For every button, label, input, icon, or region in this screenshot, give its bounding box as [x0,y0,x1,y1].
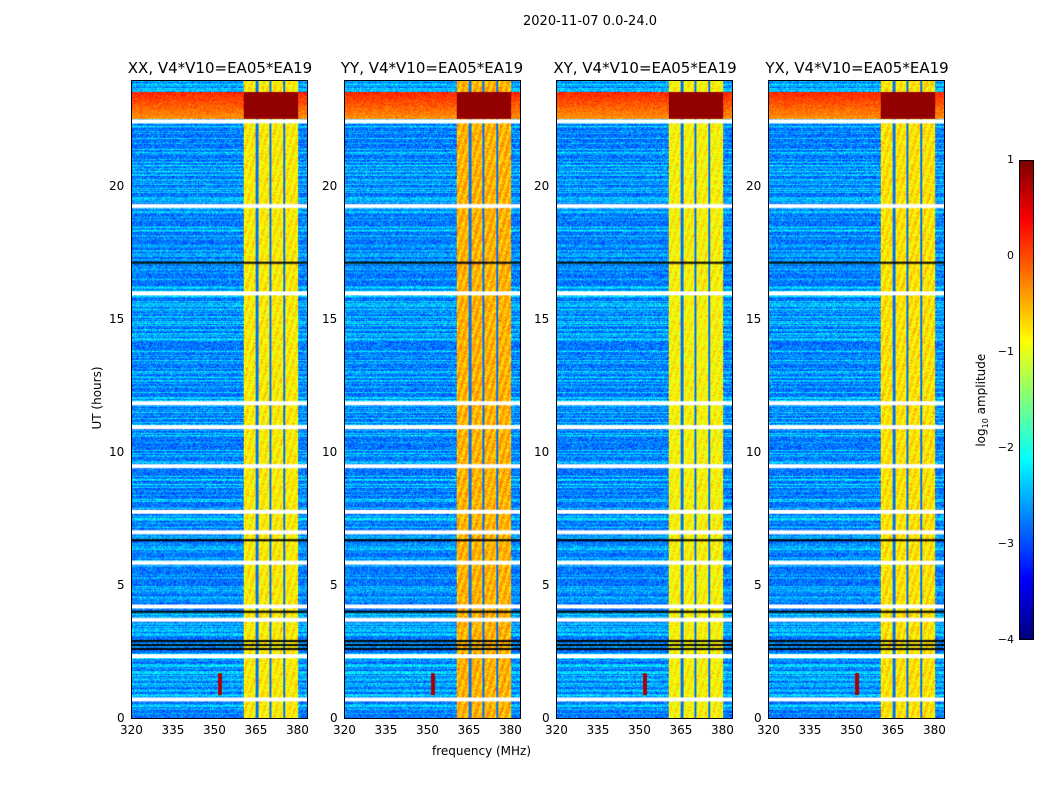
x-tick-label-xx: 320 [120,723,143,737]
x-tick-label-xy: 350 [627,723,651,737]
x-tick-label-xy: 380 [710,723,734,737]
colorbar-tick-label: 0 [1007,249,1014,262]
x-tick-label-yx: 335 [798,723,822,737]
y-tick-label-yy: 0 [330,711,338,725]
x-tick-label-xx: 365 [244,723,268,737]
x-tick-label-xy: 365 [669,723,693,737]
y-tick-label-xx: 5 [117,577,125,592]
y-tick-label-xx: 20 [109,178,125,193]
y-tick-label-yy: 5 [330,577,338,592]
colorbar-tick-label: 1 [1007,153,1014,166]
x-tick-label-yx: 320 [757,723,780,737]
y-tick-label-xy: 10 [534,444,550,459]
panel-title-xy: XY, V4*V10=EA05*EA19 [553,59,737,77]
colorbar-tick-label: −3 [997,537,1014,550]
x-tick-label-yx: 380 [922,723,946,737]
x-tick-label-yy: 335 [374,723,398,737]
x-tick-label-yy: 365 [457,723,481,737]
y-tick-label-yx: 20 [746,178,762,193]
colorbar-label-main: log [973,428,988,447]
y-axis-label: UT (hours) [90,366,104,430]
panel-title-yx: YX, V4*V10=EA05*EA19 [765,59,949,77]
y-tick-label-xx: 15 [109,311,125,326]
panel-title-xx: XX, V4*V10=EA05*EA19 [127,59,313,77]
x-tick-label-xx: 380 [285,723,309,737]
x-axis-label: frequency (MHz) [432,744,532,758]
x-tick-label-yy: 350 [415,723,439,737]
y-tick-label-xy: 20 [534,178,550,193]
y-tick-label-yx: 5 [754,577,762,592]
y-tick-label-yx: 10 [746,444,762,459]
colorbar-label-sub: 10 [981,418,991,429]
x-tick-label-xx: 350 [202,723,226,737]
x-tick-label-yx: 365 [881,723,905,737]
colorbar-tick-label: −4 [997,633,1014,646]
heatmap-cells-xx [132,81,307,718]
y-tick-label-yy: 20 [322,178,338,193]
colorbar [1019,160,1034,640]
heatmap-panel-xy [556,80,733,719]
y-tick-label-yy: 10 [322,444,338,459]
heatmap-cells-yy [345,81,520,718]
heatmap-panel-yx [768,80,945,719]
colorbar-tick-label: −2 [997,441,1014,454]
heatmap-cells-yx [769,81,944,718]
x-tick-label-yx: 350 [839,723,863,737]
y-tick-label-yx: 0 [754,711,762,725]
y-tick-label-xx: 0 [117,711,125,725]
heatmap-panel-yy [344,80,521,719]
colorbar-label-rest: amplitude [973,353,988,419]
x-tick-label-yy: 320 [333,723,356,737]
colorbar-tick-label: −1 [997,345,1014,358]
y-tick-label-xx: 10 [109,444,125,459]
y-tick-label-xy: 5 [542,577,550,592]
x-tick-label-xy: 335 [586,723,610,737]
y-tick-label-yx: 15 [746,311,762,326]
y-tick-label-xy: 15 [534,311,550,326]
x-tick-label-xy: 320 [545,723,568,737]
heatmap-cells-xy [557,81,732,718]
colorbar-label: log10 amplitude [974,350,990,450]
colorbar-gradient [1020,161,1033,639]
y-tick-label-yy: 15 [322,311,338,326]
figure-title: 2020-11-07 0.0-24.0 [523,14,657,29]
panel-title-yy: YY, V4*V10=EA05*EA19 [340,59,524,77]
x-tick-label-xx: 335 [161,723,185,737]
x-tick-label-yy: 380 [498,723,522,737]
y-tick-label-xy: 0 [542,711,550,725]
heatmap-panel-xx [131,80,308,719]
